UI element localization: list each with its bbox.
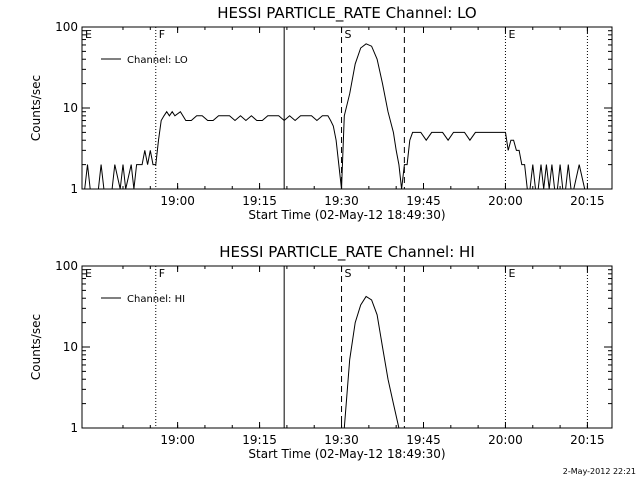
- x-tick-label: 19:45: [406, 194, 441, 208]
- x-tick-label: 19:00: [160, 194, 195, 208]
- x-axis-label: Start Time (02-May-12 18:49:30): [248, 447, 445, 461]
- panel-hi: HESSI PARTICLE_RATE Channel: HI 19:00 19:1…: [29, 243, 613, 461]
- y-tick-label: 10: [63, 101, 78, 115]
- event-marker-label: E: [85, 28, 92, 41]
- event-marker-label: E: [508, 28, 515, 41]
- y-axis-label: Counts/sec: [29, 75, 43, 141]
- x-tick-label: 20:15: [570, 194, 605, 208]
- panel-lo: HESSI PARTICLE_RATE Channel: LO 19:00 19:1…: [29, 4, 613, 222]
- chart-title: HESSI PARTICLE_RATE Channel: LO: [217, 4, 476, 23]
- event-marker-label: S: [345, 267, 352, 280]
- chart-title: HESSI PARTICLE_RATE Channel: HI: [219, 243, 475, 262]
- x-tick-label: 19:15: [242, 194, 277, 208]
- event-marker-label: F: [159, 267, 165, 280]
- x-tick-label: 20:15: [570, 433, 605, 447]
- event-marker-label: F: [159, 28, 165, 41]
- x-tick-label: 19:00: [160, 433, 195, 447]
- x-axis-label: Start Time (02-May-12 18:49:30): [248, 208, 445, 222]
- y-tick-label: 100: [55, 259, 78, 273]
- y-tick-label: 1: [70, 421, 78, 435]
- legend-label: Channel: HI: [127, 294, 185, 305]
- timestamp: 2-May-2012 22:21: [563, 467, 636, 476]
- legend-label: Channel: LO: [127, 55, 188, 66]
- event-marker-label: E: [85, 267, 92, 280]
- x-tick-label: 19:45: [406, 433, 441, 447]
- x-tick-label: 19:30: [324, 433, 359, 447]
- x-tick-label: 20:00: [488, 194, 523, 208]
- y-tick-label: 1: [70, 182, 78, 196]
- series-line: [343, 295, 400, 429]
- x-tick-label: 19:30: [324, 194, 359, 208]
- y-axis-label: Counts/sec: [29, 314, 43, 380]
- x-tick-label: 20:00: [488, 433, 523, 447]
- event-marker-label: E: [508, 267, 515, 280]
- x-tick-label: 19:15: [242, 433, 277, 447]
- plot-frame: [81, 265, 613, 429]
- y-tick-label: 10: [63, 340, 78, 354]
- series-line: [84, 43, 591, 190]
- y-tick-label: 100: [55, 20, 78, 34]
- event-marker-label: S: [345, 28, 352, 41]
